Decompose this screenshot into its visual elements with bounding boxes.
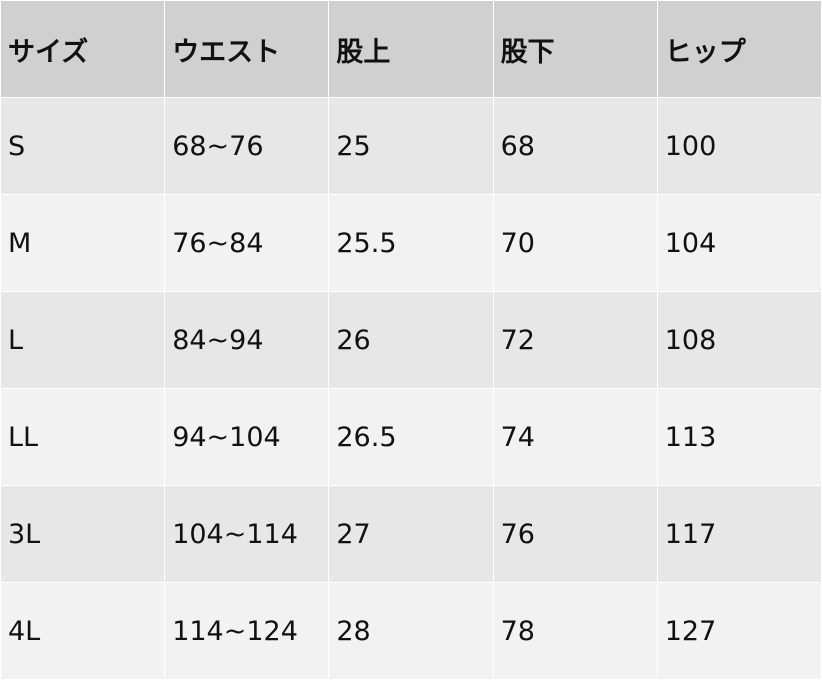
cell-waist: 76~84 [164,194,330,292]
cell-waist: 84~94 [164,291,330,389]
cell-size: LL [0,388,166,486]
table-row: LL 94~104 26.5 74 113 [0,388,822,486]
table-row: S 68~76 25 68 100 [0,97,822,195]
cell-hip: 100 [656,97,822,195]
table-row: 4L 114~124 28 78 127 [0,582,822,680]
header-size: サイズ [0,0,166,98]
cell-hip: 108 [656,291,822,389]
cell-inseam: 68 [492,97,658,195]
cell-waist: 114~124 [164,582,330,680]
cell-rise: 26 [328,291,494,389]
cell-rise: 26.5 [328,388,494,486]
header-hip: ヒップ [656,0,822,98]
cell-inseam: 70 [492,194,658,292]
cell-hip: 113 [656,388,822,486]
cell-rise: 25 [328,97,494,195]
cell-inseam: 72 [492,291,658,389]
header-waist: ウエスト [164,0,330,98]
cell-size: 3L [0,485,166,583]
cell-rise: 27 [328,485,494,583]
cell-size: L [0,291,166,389]
cell-size: 4L [0,582,166,680]
cell-inseam: 78 [492,582,658,680]
cell-hip: 104 [656,194,822,292]
cell-waist: 94~104 [164,388,330,486]
header-rise: 股上 [328,0,494,98]
cell-waist: 104~114 [164,485,330,583]
cell-inseam: 74 [492,388,658,486]
cell-size: M [0,194,166,292]
table-row: L 84~94 26 72 108 [0,291,822,389]
header-row: サイズ ウエスト 股上 股下 ヒップ [0,0,822,98]
table-row: 3L 104~114 27 76 117 [0,485,822,583]
cell-inseam: 76 [492,485,658,583]
table-row: M 76~84 25.5 70 104 [0,194,822,292]
cell-size: S [0,97,166,195]
cell-rise: 25.5 [328,194,494,292]
cell-waist: 68~76 [164,97,330,195]
cell-hip: 127 [656,582,822,680]
cell-rise: 28 [328,582,494,680]
cell-hip: 117 [656,485,822,583]
header-inseam: 股下 [492,0,658,98]
